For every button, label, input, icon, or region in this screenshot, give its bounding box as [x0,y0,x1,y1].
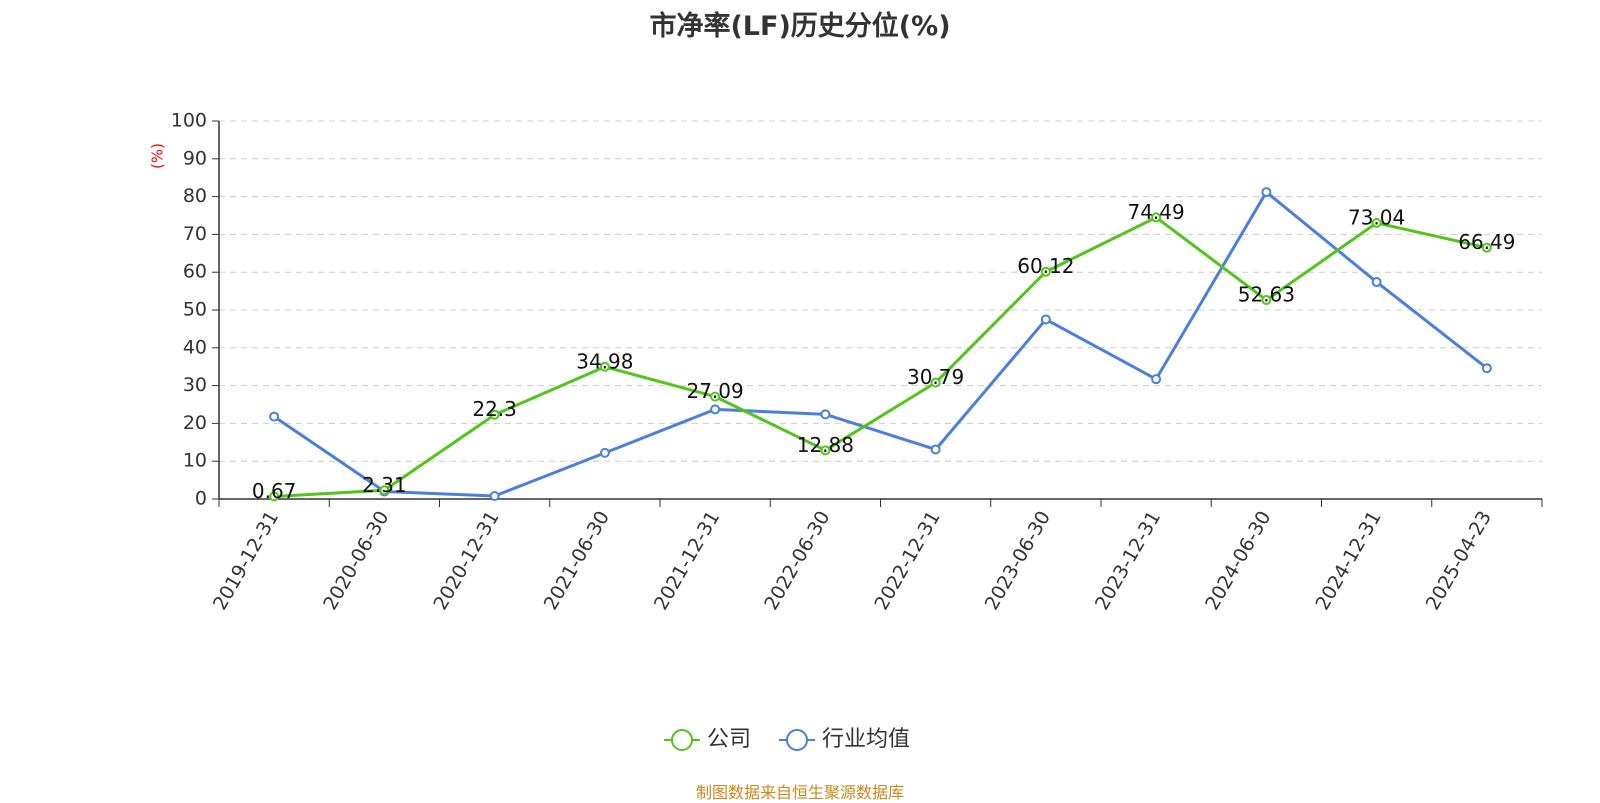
series-point-0 [1261,295,1272,306]
series-line-1 [273,190,1488,498]
y-tick-label: 30 [183,374,207,396]
series-point-1 [930,444,941,455]
x-tick-label: 2022-12-31 [870,507,944,614]
x-tick-label: 2024-12-31 [1311,507,1385,614]
y-tick-label: 10 [183,450,207,472]
series-point-1 [1261,187,1272,198]
data-labels: 0.67 2.31 22.3 34.98 27.09 12.88 30.79 60.12 74.… [252,200,1516,503]
y-tick-label: 40 [183,336,207,358]
x-tick-label: 2021-12-31 [650,507,724,614]
data-label: 66.49 [1458,230,1515,254]
x-tick-label: 2024-06-30 [1201,507,1275,614]
y-axis-title: (%) [149,143,167,169]
y-tick-label: 80 [183,185,207,207]
series-point-1 [820,409,831,420]
y-tick-label: 90 [183,147,207,169]
y-tick-label: 20 [183,412,207,434]
data-label: 60.12 [1017,254,1074,278]
data-label: 2.31 [362,473,407,497]
legend-label-1: 行业均值 [822,727,910,752]
x-tick-label: 2020-12-31 [429,507,503,614]
series-point-0 [269,491,280,502]
x-tick-label: 2023-12-31 [1091,507,1165,614]
series-point-1 [710,404,721,415]
series-line-0 [274,215,1488,498]
data-label: 0.67 [252,479,297,503]
series-point-1 [599,447,610,458]
series-point-0 [379,485,390,496]
series-point-1 [1040,314,1051,325]
axes: 0 10 20 30 40 50 60 70 80 90 100 2019-12-31 2020-06-… [171,110,1543,614]
y-tick-label: 50 [183,299,207,321]
x-tick-label: 2023-06-30 [981,507,1055,614]
x-tick-label: 2021-06-30 [540,507,614,614]
series-point-0 [1040,266,1051,277]
y-tick-label: 70 [183,223,207,245]
x-tick-label: 2025-04-23 [1422,507,1496,614]
data-label: 34.98 [576,349,633,373]
series-point-0 [1371,217,1382,228]
series-point-1 [1481,363,1492,374]
series-point-0 [820,445,831,456]
legend-marker-0 [671,729,693,751]
x-tick-label: 2022-06-30 [760,507,834,614]
legend-marker-1 [786,729,809,751]
data-label: 52.63 [1238,283,1295,307]
legend: 公司 行业均值 [664,727,910,752]
y-tick-label: 0 [195,488,207,510]
chart-title: 市净率(LF)历史分位(%) [649,11,951,42]
data-label: 73.04 [1348,205,1405,229]
x-tick-label: 2019-12-31 [209,507,283,614]
data-label: 30.79 [907,365,964,389]
series-point-1 [1371,277,1382,288]
data-label: 12.88 [797,433,854,457]
data-label: 22.3 [472,397,517,421]
legend-label-0: 公司 [707,727,751,752]
series-point-1 [269,411,280,422]
y-tick-label: 60 [183,261,207,283]
series [269,187,1492,502]
data-label: 27.09 [686,379,743,403]
series-point-0 [1151,212,1162,223]
source-note: 制图数据来自恒生聚源数据库 [695,783,904,802]
series-point-0 [930,377,941,388]
grid-lines [219,120,1542,462]
series-point-0 [489,409,500,420]
series-point-0 [599,361,610,372]
series-point-0 [1481,242,1492,253]
y-tick-label: 100 [171,110,207,132]
series-point-0 [710,391,721,402]
data-label: 74.49 [1127,200,1184,224]
x-tick-label: 2020-06-30 [319,507,393,614]
series-point-1 [489,490,500,501]
series-point-1 [1151,374,1162,385]
